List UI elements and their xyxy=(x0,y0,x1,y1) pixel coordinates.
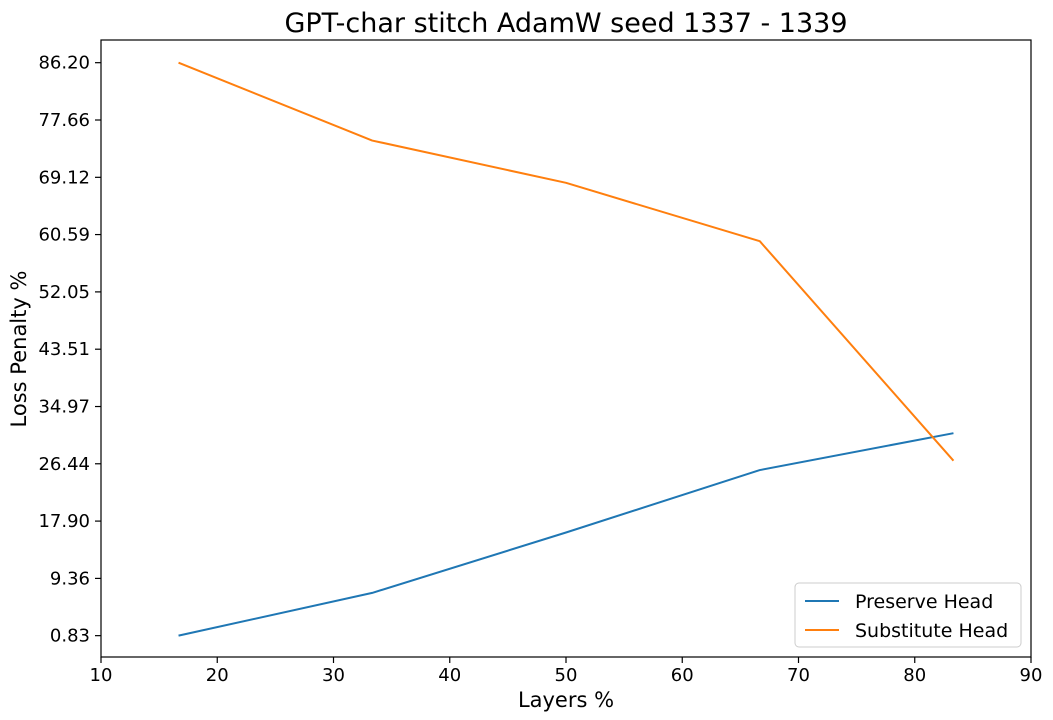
y-tick-label: 9.36 xyxy=(50,568,90,589)
y-tick-label: 77.66 xyxy=(38,110,90,131)
x-tick-label: 50 xyxy=(555,665,578,686)
x-tick-label: 40 xyxy=(438,665,461,686)
x-tick-label: 20 xyxy=(206,665,229,686)
x-tick-label: 60 xyxy=(671,665,694,686)
legend-label: Substitute Head xyxy=(855,620,1008,642)
y-tick-label: 69.12 xyxy=(38,167,90,188)
series-line-preserve-head xyxy=(178,432,954,637)
y-tick-label: 0.83 xyxy=(50,626,90,647)
plot-frame xyxy=(100,39,1032,658)
y-tick-label: 43.51 xyxy=(38,339,90,360)
y-tick-label: 86.20 xyxy=(38,53,90,74)
legend-box xyxy=(794,582,1022,648)
y-tick-label: 17.90 xyxy=(38,511,90,532)
y-axis-label: Loss Penalty % xyxy=(7,271,31,428)
x-tick-label: 70 xyxy=(787,665,810,686)
y-tick-label: 60.59 xyxy=(38,225,90,246)
x-axis-label: Layers % xyxy=(518,688,614,712)
chart-title: GPT-char stitch AdamW seed 1337 - 1339 xyxy=(284,8,847,39)
x-tick-label: 10 xyxy=(90,665,113,686)
y-tick-label: 34.97 xyxy=(38,397,90,418)
series-line-substitute-head xyxy=(178,61,955,462)
x-tick-label: 80 xyxy=(903,665,926,686)
legend: Preserve Head Substitute Head xyxy=(794,582,1022,648)
x-tick-label: 90 xyxy=(1020,665,1043,686)
y-tick-label: 26.44 xyxy=(38,454,90,475)
x-tick-label: 30 xyxy=(322,665,345,686)
y-tick-label: 52.05 xyxy=(38,282,90,303)
legend-label: Preserve Head xyxy=(855,591,993,613)
